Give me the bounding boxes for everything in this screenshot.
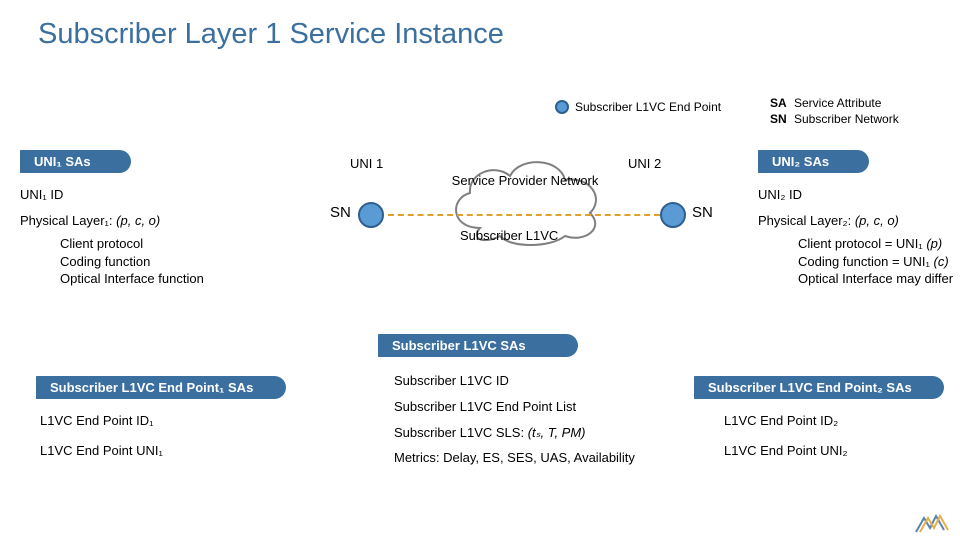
ep2-details: L1VC End Point ID₂ L1VC End Point UNI₂ [720,412,848,466]
uni2-pl-client-arg: (p) [926,236,942,251]
uni2-label: UNI 2 [628,156,661,171]
l1vc-sls-args: (tₛ, T, PM) [528,425,586,440]
uni2-pl-optical: Optical Interface may differ [798,270,953,288]
uni2-pl-coding: Coding function = UNI₁ [798,254,934,269]
ep1-details: L1VC End Point ID₁ L1VC End Point UNI₁ [36,412,163,466]
l1vc-ep-list: Subscriber L1VC End Point List [390,398,690,416]
uni2-id: UNI₂ ID [758,186,953,204]
legend-endpoint: Subscriber L1VC End Point [555,100,721,114]
uni1-id: UNI₁ ID [20,186,204,204]
uni1-details: UNI₁ ID Physical Layer₁: (p, c, o) Clien… [20,186,204,288]
tag-ep2-sas: Subscriber L1VC End Point₂ SAs [694,376,944,399]
page-title: Subscriber Layer 1 Service Instance [38,18,504,51]
uni1-pl-args: (p, c, o) [116,213,160,228]
ep2-uni: L1VC End Point UNI₂ [720,442,848,460]
uni1-pl-coding: Coding function [60,253,204,271]
endpoint-dot-icon [555,100,569,114]
sn-dot-left-icon [358,202,384,228]
network-diagram: UNI 1 UNI 2 Service Provider Network SN … [330,148,710,278]
cloud-label: Service Provider Network [450,173,600,188]
sn-dot-right-icon [660,202,686,228]
uni2-physical-layer: Physical Layer₂: [758,213,855,228]
legend-sa-full: Service Attribute [794,96,881,110]
uni2-pl-client: Client protocol = UNI₁ [798,236,926,251]
legend-sn-abbr: SN [770,112,794,128]
legend-abbreviations: SAService Attribute SNSubscriber Network [770,96,899,127]
l1vc-details: Subscriber L1VC ID Subscriber L1VC End P… [390,372,690,473]
l1vc-metrics: Metrics: Delay, ES, SES, UAS, Availabili… [390,449,690,467]
corner-logo-icon [914,512,950,534]
uni1-physical-layer: Physical Layer₁: [20,213,116,228]
l1vc-id: Subscriber L1VC ID [390,372,690,390]
tag-uni2-sas: UNI₂ SAs [758,150,869,173]
l1vc-sls: Subscriber L1VC SLS: [394,425,528,440]
tag-uni1-sas: UNI₁ SAs [20,150,131,173]
subscriber-l1vc-label: Subscriber L1VC [460,228,558,243]
ep2-id: L1VC End Point ID₂ [720,412,848,430]
uni1-pl-optical: Optical Interface function [60,270,204,288]
ep1-uni: L1VC End Point UNI₁ [36,442,163,460]
uni2-pl-coding-arg: (c) [934,254,949,269]
legend-sa-abbr: SA [770,96,794,112]
tag-ep1-sas: Subscriber L1VC End Point₁ SAs [36,376,286,399]
tag-l1vc-sas: Subscriber L1VC SAs [378,334,578,357]
uni1-pl-client: Client protocol [60,235,204,253]
sn-label-right: SN [692,204,713,221]
uni1-label: UNI 1 [350,156,383,171]
legend-endpoint-label: Subscriber L1VC End Point [575,100,721,114]
legend-sn-full: Subscriber Network [794,112,899,126]
sn-label-left: SN [330,204,351,221]
uni2-pl-args: (p, c, o) [855,213,899,228]
ep1-id: L1VC End Point ID₁ [36,412,163,430]
subscriber-l1vc-line [388,214,660,216]
uni2-details: UNI₂ ID Physical Layer₂: (p, c, o) Clien… [758,186,953,288]
